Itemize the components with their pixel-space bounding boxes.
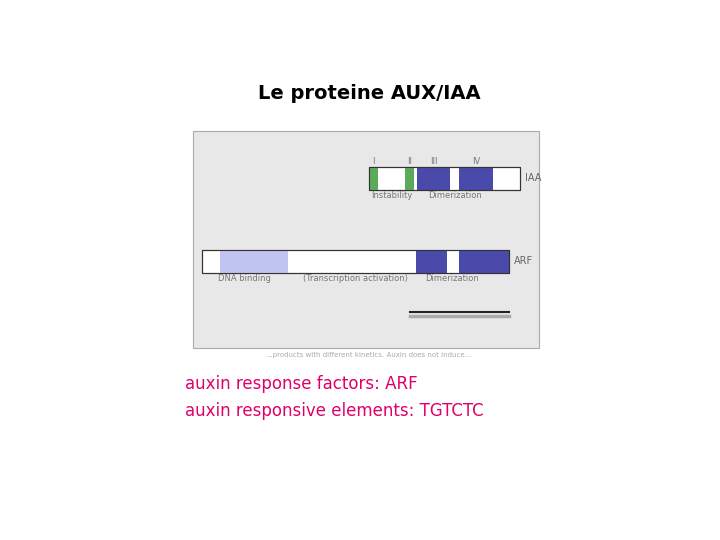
Text: Le proteine AUX/IAA: Le proteine AUX/IAA [258, 84, 480, 103]
Text: Instability: Instability [371, 191, 413, 200]
Bar [202, 250, 508, 273]
Text: Dimerization: Dimerization [428, 191, 482, 200]
Bar [369, 167, 520, 190]
Text: DNA binding: DNA binding [218, 274, 271, 284]
Text: III: III [430, 157, 438, 166]
Bar [369, 167, 378, 190]
Text: auxin response factors: ARF
auxin responsive elements: TGTCTC: auxin response factors: ARF auxin respon… [185, 375, 484, 420]
Bar [417, 167, 450, 190]
Bar [416, 250, 447, 273]
Bar [369, 167, 520, 190]
Bar [459, 250, 508, 273]
Text: IV: IV [472, 157, 480, 166]
Text: II: II [408, 157, 412, 166]
Bar [220, 250, 287, 273]
Bar [193, 131, 539, 348]
Bar [405, 167, 414, 190]
Text: I: I [372, 157, 375, 166]
Text: Dimerization: Dimerization [425, 274, 479, 284]
Text: IAA: IAA [526, 173, 541, 183]
Text: ...products with different kinetics. Auxin does not induce...: ...products with different kinetics. Aux… [266, 352, 472, 357]
Text: (Transcription activation): (Transcription activation) [302, 274, 408, 284]
Bar [202, 250, 508, 273]
Bar [459, 167, 492, 190]
Text: ARF: ARF [514, 256, 534, 266]
